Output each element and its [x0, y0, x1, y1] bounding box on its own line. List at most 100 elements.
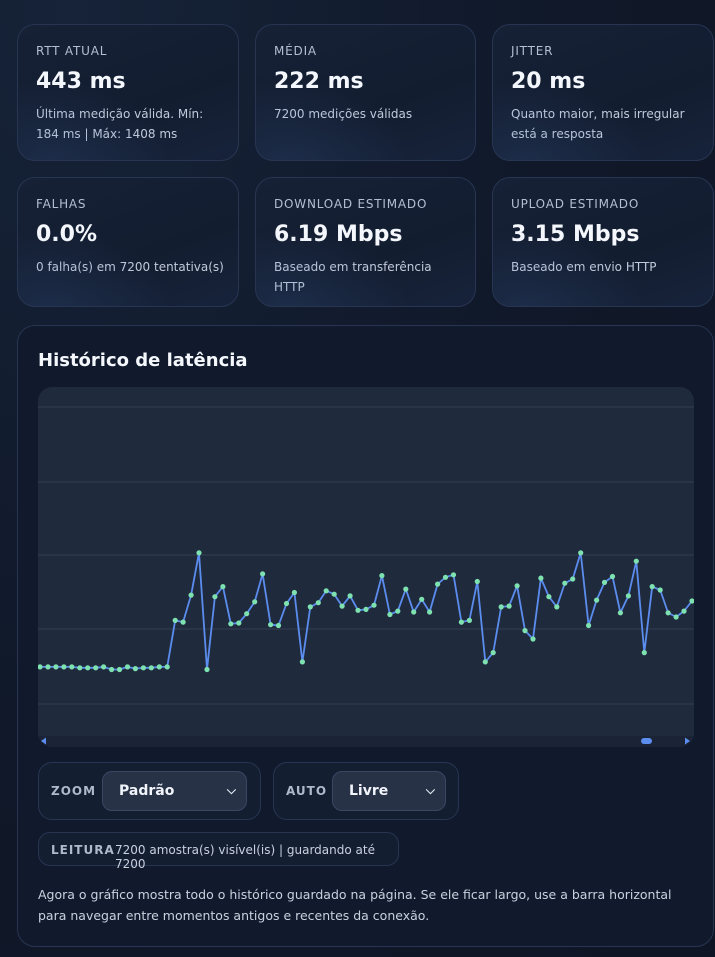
- panel-title: Histórico de latência: [38, 350, 248, 371]
- latency-data-point: [93, 665, 99, 671]
- latency-data-point: [570, 576, 576, 582]
- latency-data-point: [490, 650, 496, 656]
- latency-data-point: [649, 584, 655, 590]
- scroll-left-icon[interactable]: [41, 737, 46, 745]
- latency-data-point: [101, 664, 107, 670]
- latency-data-point: [363, 606, 369, 612]
- latency-data-point: [474, 578, 480, 585]
- latency-data-point: [514, 583, 520, 589]
- latency-data-point: [379, 573, 385, 579]
- latency-data-point: [458, 619, 464, 625]
- chevron-down-icon: ⌵: [425, 783, 435, 797]
- stat-label: RTT ATUAL: [36, 44, 108, 58]
- latency-data-point: [283, 600, 290, 607]
- latency-data-point: [633, 558, 639, 564]
- latency-data-point: [260, 571, 266, 577]
- latency-data-point: [291, 589, 297, 596]
- zoom-select-value: Padrão: [119, 783, 175, 799]
- stat-value: 443 ms: [36, 69, 126, 94]
- latency-data-point: [419, 596, 425, 602]
- latency-data-point: [427, 609, 433, 615]
- latency-data-point: [466, 617, 472, 623]
- latency-history-panel: Histórico de latência ZOOM Padrão ⌵ AUTO…: [17, 325, 714, 947]
- latency-data-point: [164, 664, 170, 670]
- latency-data-point: [522, 628, 528, 634]
- stat-subtext: Baseado em envio HTTP: [511, 260, 657, 274]
- latency-data-point: [609, 573, 616, 580]
- latency-data-point: [482, 659, 488, 665]
- latency-data-point: [562, 580, 568, 586]
- latency-data-point: [188, 592, 194, 598]
- zoom-select[interactable]: Padrão ⌵: [102, 771, 247, 811]
- horizontal-scrollbar[interactable]: [38, 736, 694, 747]
- reading-value: 7200 amostra(s) visível(is) | guardando …: [115, 843, 375, 871]
- latency-data-point: [252, 599, 258, 605]
- latency-data-point: [275, 622, 282, 629]
- auto-label: AUTO: [286, 784, 328, 798]
- latency-data-point: [506, 603, 512, 609]
- stat-value: 0.0%: [36, 222, 98, 247]
- stat-label: MÉDIA: [274, 44, 317, 58]
- stat-subtext: Última medição válida. Mín: 184 ms | Máx…: [36, 107, 204, 141]
- latency-chart[interactable]: [38, 387, 694, 747]
- latency-data-point: [228, 621, 234, 627]
- latency-data-point: [85, 665, 91, 671]
- scroll-thumb[interactable]: [641, 738, 652, 744]
- reading-badge: LEITURA 7200 amostra(s) visível(is) | gu…: [38, 832, 399, 871]
- latency-data-point: [204, 666, 210, 673]
- latency-data-point: [530, 636, 536, 642]
- latency-data-point: [323, 588, 329, 594]
- latency-data-point: [331, 591, 337, 597]
- latency-data-point: [61, 664, 67, 670]
- latency-data-point: [601, 579, 608, 585]
- stat-value: 20 ms: [511, 69, 586, 94]
- stat-card-download: DOWNLOAD ESTIMADO 6.19 Mbps Baseado em t…: [255, 177, 476, 307]
- latency-data-point: [578, 550, 584, 556]
- stat-subtext: Quanto maior, mais irregular está a resp…: [511, 107, 685, 141]
- latency-data-point: [299, 659, 305, 665]
- latency-data-point: [355, 607, 361, 613]
- latency-data-point: [395, 608, 401, 614]
- latency-data-point: [212, 594, 218, 600]
- auto-select-value: Livre: [349, 783, 389, 799]
- latency-data-point: [665, 610, 671, 616]
- stat-subtext: Baseado em transferência HTTP: [274, 260, 432, 294]
- latency-data-point: [236, 620, 242, 626]
- latency-data-point: [450, 572, 457, 578]
- latency-data-point: [140, 665, 146, 671]
- scroll-right-icon[interactable]: [685, 737, 690, 745]
- latency-data-point: [196, 550, 202, 556]
- latency-data-point: [116, 666, 123, 673]
- stat-label: UPLOAD ESTIMADO: [511, 197, 640, 211]
- latency-data-point: [172, 617, 178, 623]
- latency-data-point: [315, 600, 321, 606]
- stat-card-rtt: RTT ATUAL 443 ms Última medição válida. …: [17, 24, 239, 161]
- stat-card-media: MÉDIA 222 ms 7200 medições válidas: [255, 24, 476, 161]
- stat-label: FALHAS: [36, 197, 87, 211]
- latency-data-point: [156, 664, 162, 670]
- latency-data-point: [45, 664, 51, 670]
- auto-select[interactable]: Livre ⌵: [332, 771, 446, 811]
- latency-data-point: [38, 664, 43, 670]
- stat-card-falhas: FALHAS 0.0% 0 falha(s) em 7200 tentativa…: [17, 177, 239, 307]
- latency-data-point: [220, 584, 226, 590]
- latency-data-point: [403, 586, 409, 592]
- latency-data-point: [657, 587, 663, 593]
- chevron-down-icon: ⌵: [226, 783, 236, 797]
- latency-data-point: [69, 664, 75, 670]
- latency-data-point: [387, 611, 393, 618]
- latency-data-point: [132, 666, 138, 672]
- stat-value: 3.15 Mbps: [511, 222, 640, 247]
- latency-data-point: [109, 666, 115, 673]
- latency-data-point: [339, 603, 345, 609]
- latency-data-point: [681, 608, 687, 614]
- latency-data-point: [268, 622, 274, 628]
- latency-data-point: [673, 614, 679, 620]
- latency-data-point: [77, 665, 83, 671]
- stat-subtext: 7200 medições válidas: [274, 107, 413, 121]
- latency-data-point: [244, 611, 250, 617]
- latency-data-point: [435, 581, 441, 587]
- latency-data-point: [594, 597, 600, 603]
- latency-data-point: [546, 594, 552, 600]
- reading-label: LEITURA: [51, 843, 115, 857]
